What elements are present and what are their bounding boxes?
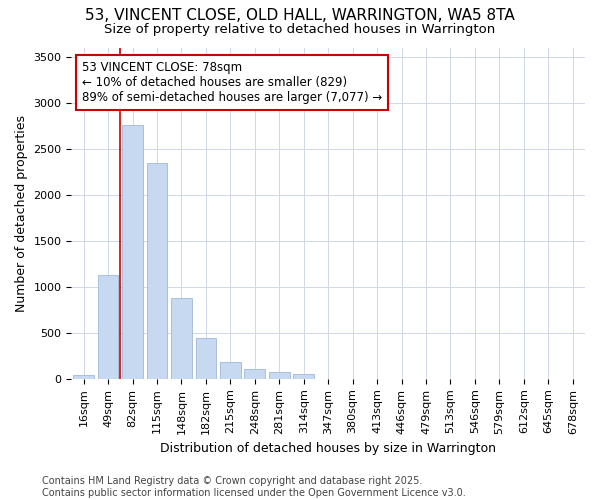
Text: 53, VINCENT CLOSE, OLD HALL, WARRINGTON, WA5 8TA: 53, VINCENT CLOSE, OLD HALL, WARRINGTON,… [85,8,515,22]
Bar [171,298,192,379]
Bar [196,338,217,379]
Text: 53 VINCENT CLOSE: 78sqm
← 10% of detached houses are smaller (829)
89% of semi-d: 53 VINCENT CLOSE: 78sqm ← 10% of detache… [82,61,382,104]
Bar [98,275,118,379]
Bar [293,374,314,379]
Y-axis label: Number of detached properties: Number of detached properties [15,114,28,312]
Text: Contains HM Land Registry data © Crown copyright and database right 2025.
Contai: Contains HM Land Registry data © Crown c… [42,476,466,498]
Bar [220,362,241,379]
Bar [244,369,265,379]
Bar [146,164,167,379]
Bar [122,125,143,379]
Bar [269,372,290,379]
Text: Size of property relative to detached houses in Warrington: Size of property relative to detached ho… [104,22,496,36]
Bar [73,374,94,379]
X-axis label: Distribution of detached houses by size in Warrington: Distribution of detached houses by size … [160,442,496,455]
